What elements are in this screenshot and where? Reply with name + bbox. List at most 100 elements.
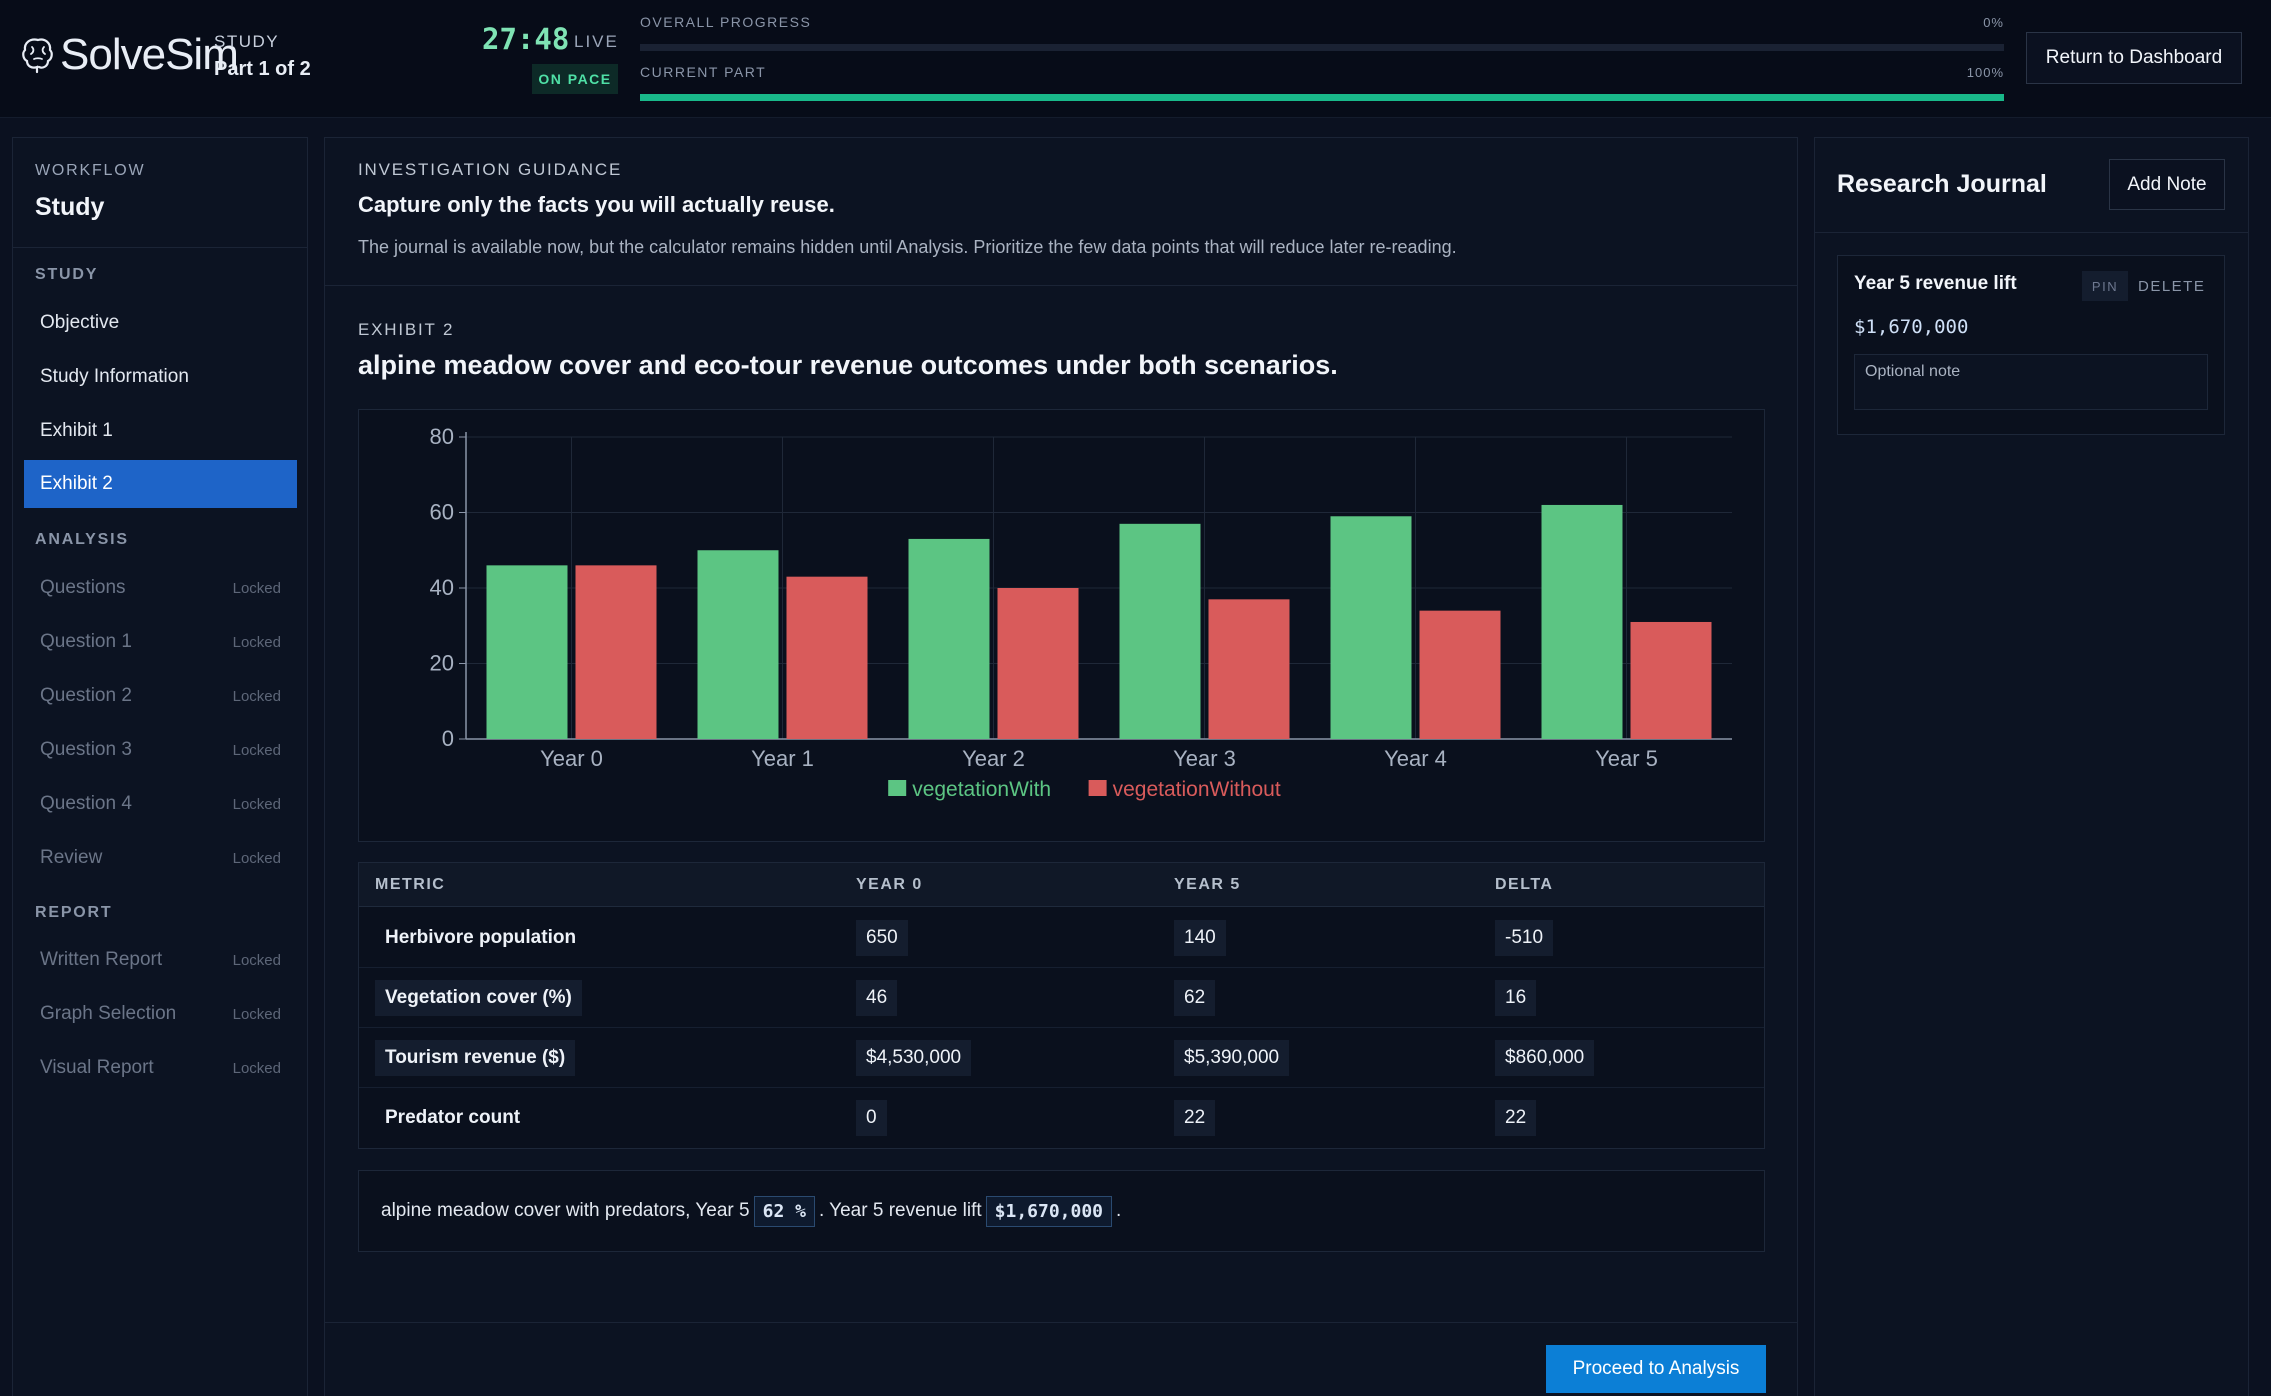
bar-vegetationWith-year-4 <box>1330 516 1412 739</box>
sidebar-item-label: Objective <box>40 312 120 333</box>
bar-vegetationWith-year-5 <box>1541 504 1623 739</box>
section-label-report: REPORT <box>35 904 113 921</box>
locked-tag: Locked <box>232 951 281 969</box>
cell-metric: Predator count <box>385 1107 521 1128</box>
metrics-table: METRIC YEAR 0 YEAR 5 DELTA Herbivore pop… <box>358 862 1765 1149</box>
add-note-button[interactable]: Add Note <box>2109 159 2225 210</box>
cell-metric: Herbivore population <box>385 927 577 948</box>
sidebar-item-label: Written Report <box>40 949 163 970</box>
section-label-analysis: ANALYSIS <box>35 531 129 548</box>
legend-swatch <box>1088 780 1107 796</box>
locked-tag: Locked <box>232 849 281 867</box>
column-header-delta: DELTA <box>1495 876 1554 893</box>
locked-tag: Locked <box>232 1059 281 1077</box>
sidebar-item-objective[interactable]: Objective <box>24 299 297 347</box>
bar-vegetationWithout-year-2 <box>997 588 1079 739</box>
bar-vegetationWith-year-3 <box>1119 523 1201 739</box>
sidebar-item-label: Question 4 <box>40 793 132 814</box>
summary-value-chip: 62 % <box>753 1195 815 1227</box>
cell-year-0: 46 <box>856 980 898 1016</box>
y-tick-label: 20 <box>430 651 454 676</box>
sidebar-item-exhibit-1[interactable]: Exhibit 1 <box>24 407 297 455</box>
legend-label: vegetationWith <box>912 778 1051 801</box>
sidebar-item-label: Exhibit 2 <box>40 473 113 494</box>
table-row: Predator count 0 22 22 <box>359 1088 1764 1148</box>
cell-year-0: 650 <box>856 920 908 956</box>
divider <box>13 247 307 248</box>
workflow-label: WORKFLOW <box>35 162 146 179</box>
journal-title: Research Journal <box>1837 170 2047 198</box>
divider <box>325 1322 1797 1323</box>
table-row: Herbivore population 650 140 -510 <box>359 908 1764 968</box>
locked-tag: Locked <box>232 687 281 705</box>
exhibit-label: EXHIBIT 2 <box>358 320 455 339</box>
y-tick-label: 80 <box>430 424 454 449</box>
cell-metric: Tourism revenue ($) <box>375 1040 576 1076</box>
sidebar-item-question-4[interactable]: Question 4 Locked <box>24 780 297 828</box>
bar-vegetationWith-year-0 <box>486 565 568 739</box>
sidebar-item-study-information[interactable]: Study Information <box>24 353 297 401</box>
return-to-dashboard-button[interactable]: Return to Dashboard <box>2026 32 2242 84</box>
bar-chart: 0 20 40 60 80 Year 0 Year 1 Year 2 Year 3 Year 4 Y… <box>358 409 1765 842</box>
cell-year-0: $4,530,000 <box>856 1040 972 1076</box>
guidance-title: Capture only the facts you will actually… <box>358 192 835 217</box>
sidebar-item-graph-selection[interactable]: Graph Selection Locked <box>24 990 297 1038</box>
summary-text: . Year 5 revenue lift <box>818 1200 982 1221</box>
sidebar-item-written-report[interactable]: Written Report Locked <box>24 936 297 984</box>
exhibit-title: alpine meadow cover and eco-tour revenue… <box>358 350 1338 380</box>
sidebar-item-label: Study Information <box>40 366 189 387</box>
bar-vegetationWithout-year-3 <box>1208 599 1290 739</box>
table-header: METRIC YEAR 0 YEAR 5 DELTA <box>359 863 1764 907</box>
proceed-to-analysis-button[interactable]: Proceed to Analysis <box>1546 1345 1766 1393</box>
locked-tag: Locked <box>232 1005 281 1023</box>
cell-year-5: 140 <box>1174 920 1226 956</box>
sidebar-item-exhibit-2[interactable]: Exhibit 2 <box>24 460 297 508</box>
cell-year-5: $5,390,000 <box>1174 1040 1290 1076</box>
cell-delta: $860,000 <box>1495 1040 1595 1076</box>
sidebar-item-question-2[interactable]: Question 2 Locked <box>24 672 297 720</box>
sidebar-item-review[interactable]: Review Locked <box>24 834 297 882</box>
bar-vegetationWithout-year-0 <box>575 565 657 739</box>
legend-swatch <box>888 780 907 796</box>
study-label: STUDY <box>214 32 280 51</box>
logo-text: SolveSim <box>60 30 239 79</box>
section-label-study: STUDY <box>35 266 99 283</box>
guidance-text: The journal is available now, but the ca… <box>358 237 1457 257</box>
note-text-input[interactable] <box>1854 354 2208 410</box>
y-tick-label: 0 <box>442 726 454 751</box>
timer: 27:48 <box>482 22 570 56</box>
cell-metric: Vegetation cover (%) <box>375 980 582 1016</box>
locked-tag: Locked <box>232 795 281 813</box>
y-tick-label: 60 <box>430 500 454 525</box>
pin-note-button[interactable]: PIN <box>2082 271 2128 301</box>
x-tick-label: Year 3 <box>1173 746 1236 771</box>
delete-note-button[interactable]: DELETE <box>2138 271 2214 301</box>
research-journal-panel: Research Journal Add Note Year 5 revenue… <box>1814 137 2249 1396</box>
bar-vegetationWith-year-1 <box>697 550 779 739</box>
sidebar-item-question-3[interactable]: Question 3 Locked <box>24 726 297 774</box>
guidance-label: INVESTIGATION GUIDANCE <box>358 160 623 179</box>
sidebar-item-label: Visual Report <box>40 1057 154 1078</box>
divider <box>1815 232 2248 233</box>
bar-vegetationWithout-year-1 <box>786 576 868 739</box>
summary-text: . <box>1116 1200 1122 1221</box>
x-tick-label: Year 1 <box>751 746 814 771</box>
x-tick-label: Year 2 <box>962 746 1025 771</box>
cell-delta: -510 <box>1495 920 1554 956</box>
sidebar-item-questions[interactable]: Questions Locked <box>24 564 297 612</box>
overall-progress-bar <box>640 44 2004 51</box>
overall-progress-pct: 0% <box>1983 15 2004 30</box>
sidebar-item-label: Review <box>40 847 103 868</box>
sidebar-item-question-1[interactable]: Question 1 Locked <box>24 618 297 666</box>
legend-label: vegetationWithout <box>1113 778 1281 801</box>
sidebar-item-label: Question 2 <box>40 685 132 706</box>
cell-year-0: 0 <box>856 1100 887 1136</box>
workflow-title: Study <box>35 193 105 221</box>
top-header: SolveSim STUDY Part 1 of 2 27:48 LIVE ON… <box>0 0 2271 118</box>
chart-canvas: 0 20 40 60 80 Year 0 Year 1 Year 2 Year 3 Year 4 Y… <box>430 424 1732 801</box>
journal-note-card: Year 5 revenue lift PIN DELETE $1,670,00… <box>1837 255 2225 435</box>
sidebar-item-visual-report[interactable]: Visual Report Locked <box>24 1044 297 1092</box>
locked-tag: Locked <box>232 741 281 759</box>
summary-statement: alpine meadow cover with predators, Year… <box>358 1170 1765 1252</box>
sidebar-item-label: Question 3 <box>40 739 132 760</box>
